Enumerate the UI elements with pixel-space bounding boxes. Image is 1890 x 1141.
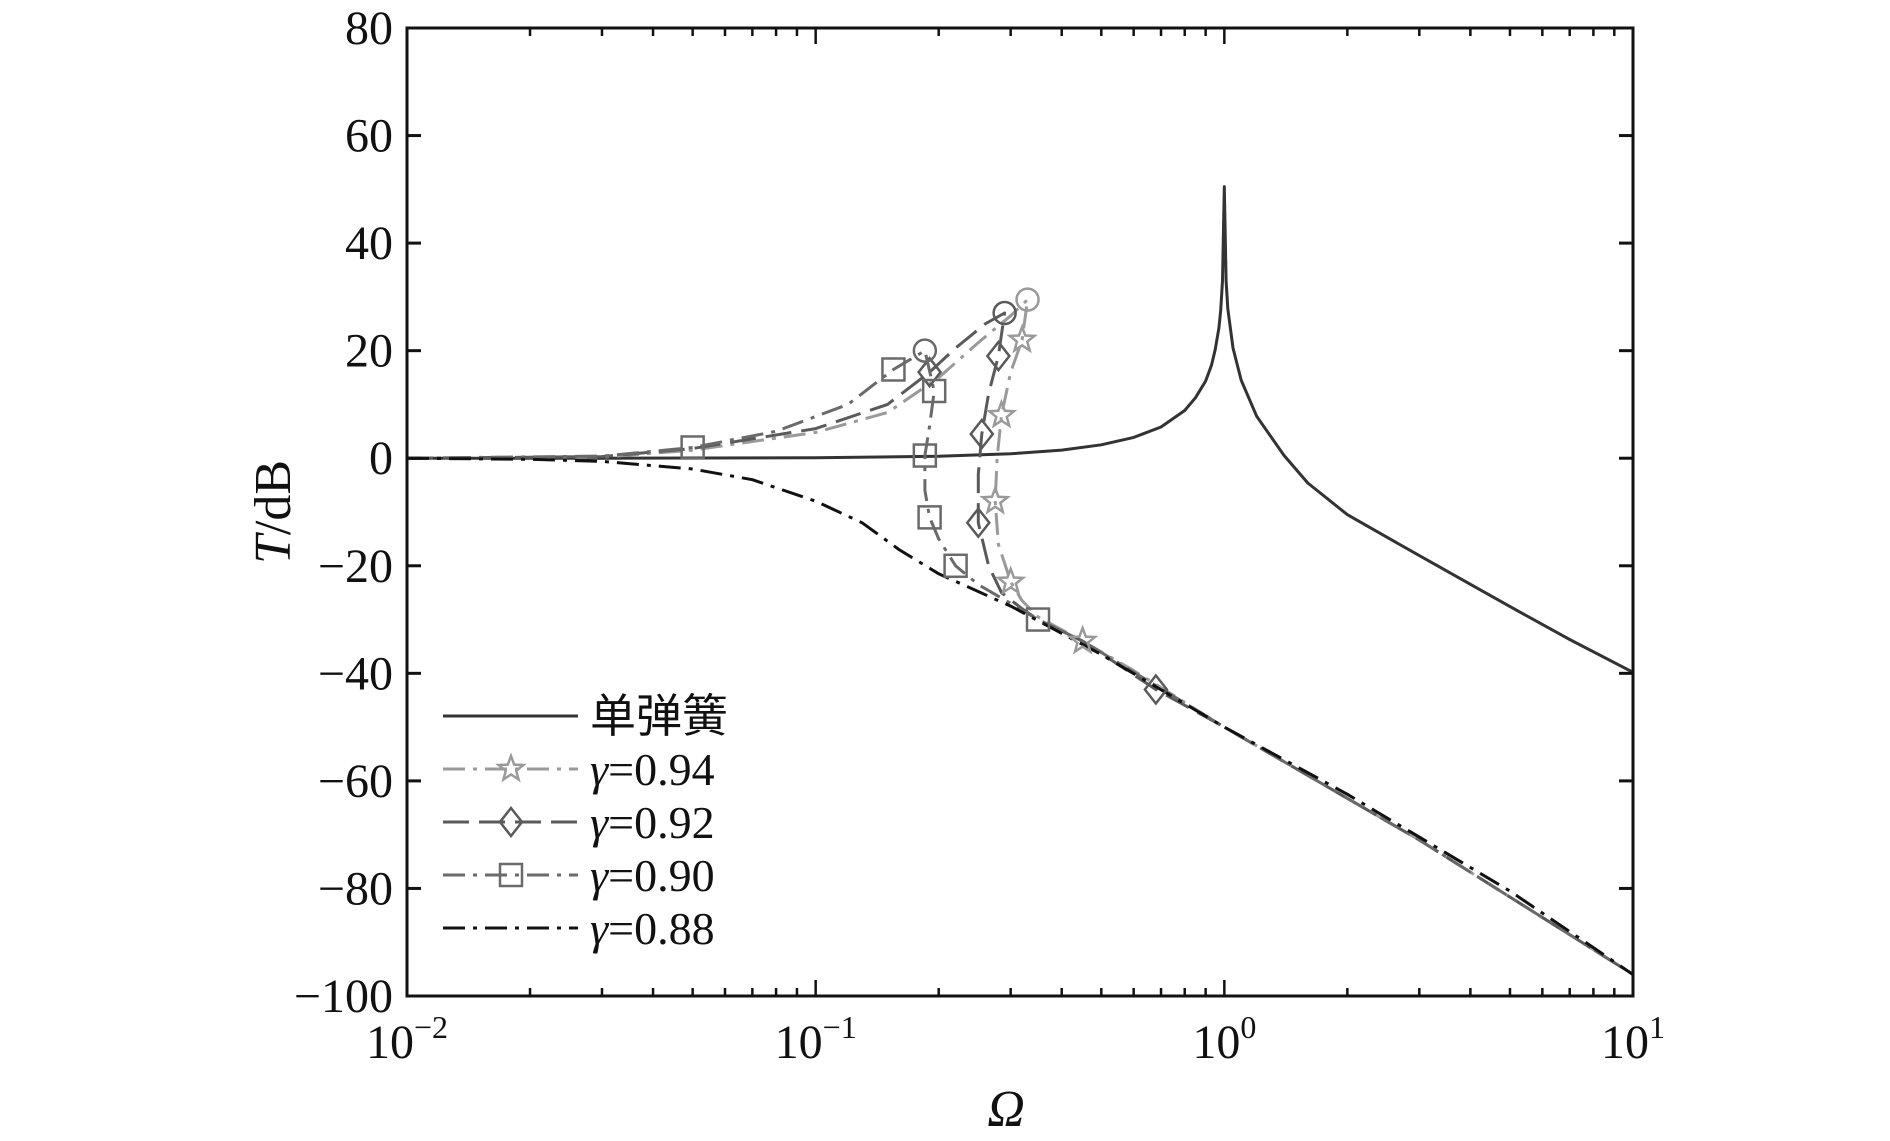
- plot-frame: [405, 26, 1635, 998]
- series-line-gamma-090: [407, 349, 1633, 976]
- marker-gamma-094-1: [985, 398, 1018, 429]
- x-tick-labels: 10−2 10−1 100 101: [366, 1009, 1665, 1069]
- legend-label-single-spring: 单弹簧: [590, 691, 728, 742]
- y-tick-label-5: −20: [318, 540, 393, 593]
- x-tick-label-2: 100: [1192, 1009, 1256, 1069]
- marker-gamma-092-2: [969, 417, 995, 451]
- marker-gamma-092-1: [985, 340, 1011, 373]
- marker-gamma-094-2: [979, 484, 1012, 515]
- x-tick-label-3: 101: [1601, 1009, 1665, 1069]
- y-tick-label-2: 40: [345, 217, 393, 270]
- marker-gamma-090-3: [912, 443, 938, 468]
- y-tick-label-1: 60: [345, 110, 393, 163]
- y-tick-label-0: 80: [345, 2, 393, 55]
- y-tick-label-6: −40: [318, 647, 393, 700]
- legend-label-gamma-092: γ=0.92: [590, 797, 715, 848]
- tick-layer: [405, 26, 1633, 998]
- x-tick-label-0: 10−2: [366, 1009, 448, 1069]
- marker-gamma-090-2: [921, 378, 947, 404]
- series-line-gamma-088: [407, 456, 1633, 976]
- y-tick-label-8: −80: [318, 862, 393, 915]
- marker-gamma-090-6: [1025, 607, 1051, 632]
- marker-gamma-090-4: [917, 505, 942, 530]
- marker-gamma-092-3: [965, 506, 991, 539]
- series-layer: [407, 185, 1633, 976]
- marker-gamma-094-4: [1066, 624, 1099, 655]
- marker-layer: [680, 287, 1169, 706]
- y-tick-label-4: 0: [369, 432, 393, 485]
- y-tick-label-3: 20: [345, 325, 393, 378]
- legend-label-gamma-088: γ=0.88: [590, 903, 715, 954]
- x-tick-label-1: 10−1: [775, 1009, 857, 1069]
- x-axis-title: Ω: [987, 1081, 1025, 1138]
- y-tick-labels: 80 60 40 20 0 −20 −40 −60 −80 −100: [294, 2, 393, 1023]
- marker-gamma-092-4: [1143, 673, 1169, 706]
- marker-gamma-090-0: [680, 435, 705, 460]
- endpoint-gamma-092: [992, 300, 1017, 326]
- y-tick-label-9: −100: [294, 970, 393, 1023]
- y-axis-unit: /dB: [245, 460, 302, 535]
- legend-marker-gamma-092: [498, 805, 524, 839]
- y-tick-label-7: −60: [318, 755, 393, 808]
- series-line-single-spring: [407, 185, 1633, 674]
- marker-gamma-094-3: [994, 565, 1027, 596]
- marker-gamma-092-0: [916, 356, 943, 389]
- legend-marker-gamma-094: [495, 752, 527, 783]
- endpoint-gamma-094: [1015, 287, 1040, 312]
- legend-label-gamma-090: γ=0.90: [590, 850, 715, 901]
- y-axis-title: T/dB: [245, 460, 302, 564]
- endpoint-gamma-090: [912, 338, 938, 363]
- marker-gamma-090-1: [881, 357, 906, 382]
- legend-label-gamma-094: γ=0.94: [590, 744, 715, 795]
- marker-gamma-090-5: [943, 553, 968, 579]
- y-axis-symbol: T: [245, 532, 302, 564]
- legend-marker-gamma-090: [498, 862, 524, 888]
- marker-gamma-094-0: [1006, 323, 1038, 354]
